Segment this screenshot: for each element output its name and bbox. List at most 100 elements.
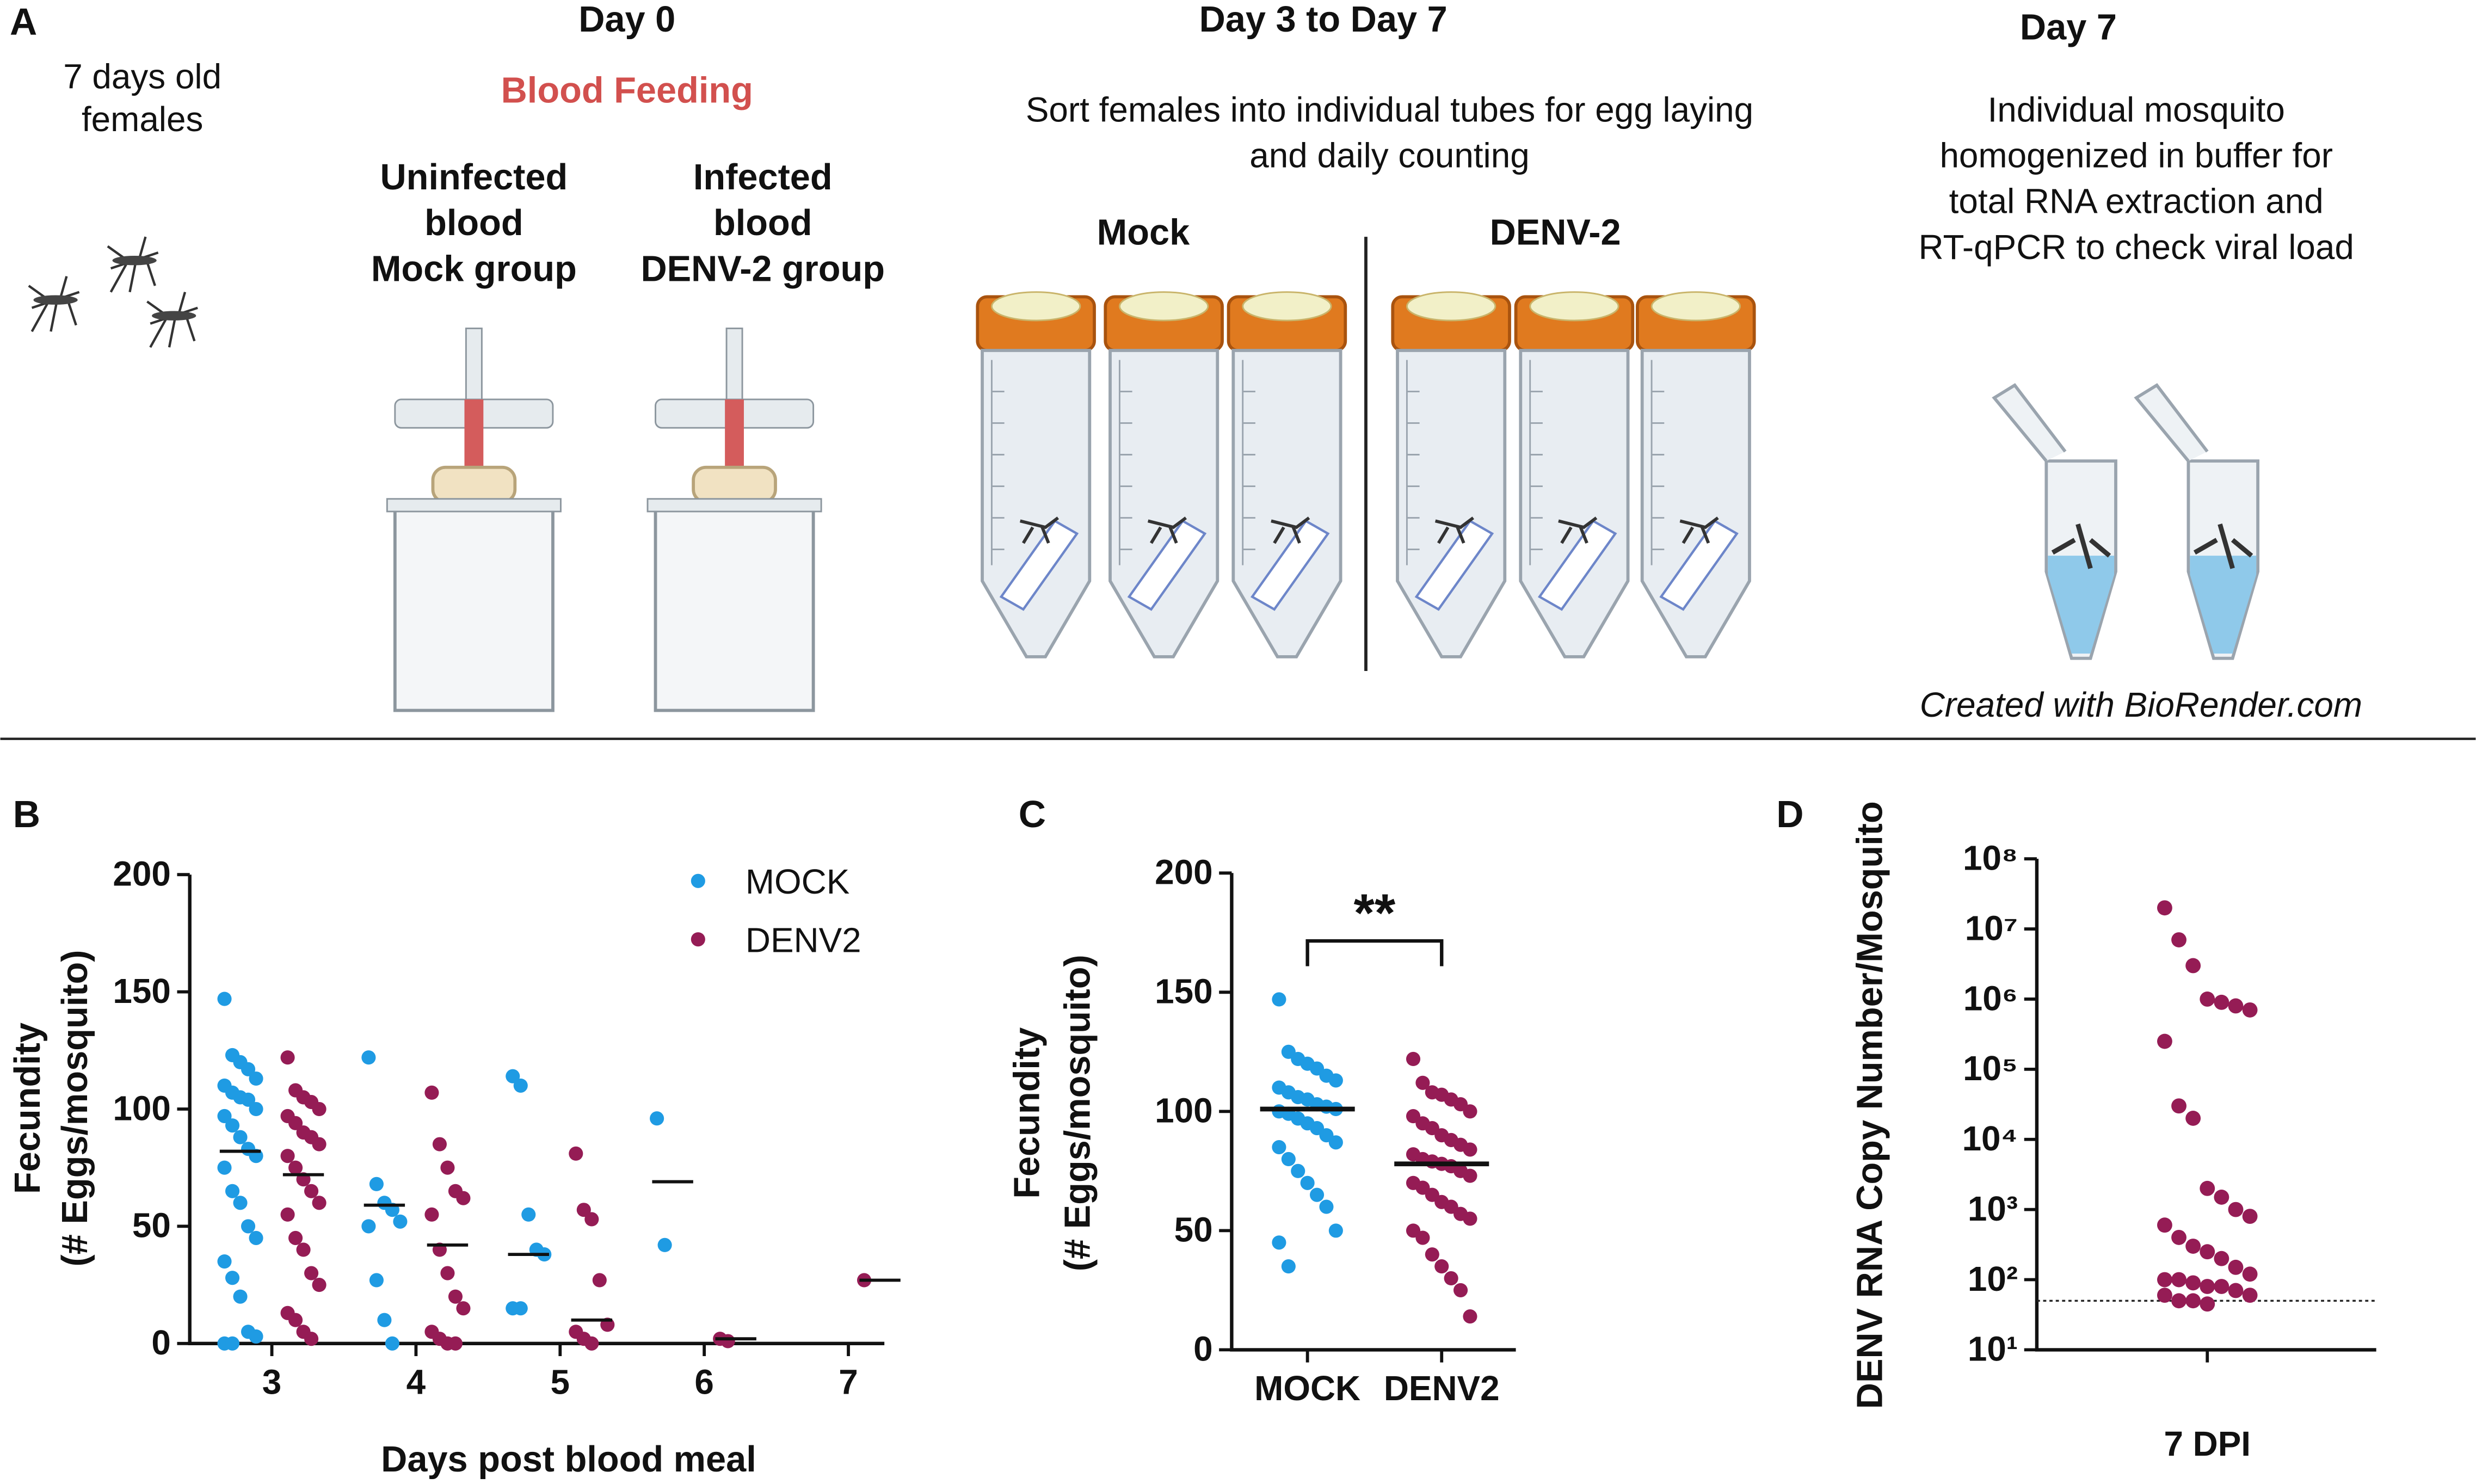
data-point bbox=[304, 1184, 319, 1198]
feeder bbox=[387, 328, 561, 710]
data-point bbox=[249, 1230, 263, 1245]
data-point bbox=[584, 1336, 599, 1351]
data-point bbox=[440, 1266, 455, 1280]
label: Individual mosquito homogenized in buffer… bbox=[1919, 90, 2354, 266]
data-point bbox=[448, 1336, 463, 1351]
data-point bbox=[233, 1289, 248, 1304]
data-point bbox=[2228, 1283, 2244, 1298]
line: females bbox=[82, 100, 203, 139]
data-point bbox=[1328, 1135, 1343, 1150]
data-point bbox=[2171, 1229, 2186, 1245]
data-point bbox=[225, 1184, 240, 1198]
mosquito bbox=[108, 237, 158, 292]
y-tick-label: 10¹ bbox=[1968, 1329, 2018, 1369]
data-point bbox=[1281, 1259, 1296, 1274]
panel-a: A 7 days old females Day 0 Blood Feeding … bbox=[10, 0, 2362, 724]
data-point bbox=[217, 1160, 232, 1175]
data-point bbox=[506, 1069, 520, 1083]
line: 7 days old bbox=[63, 57, 221, 96]
data-point bbox=[1291, 1163, 1305, 1178]
data-point bbox=[1300, 1175, 1315, 1190]
heading: Day 0 bbox=[578, 0, 675, 40]
data-point bbox=[2228, 1202, 2244, 1217]
line: blood bbox=[424, 203, 523, 243]
bracket bbox=[1305, 939, 1444, 966]
x-tick-label: 7 bbox=[839, 1363, 858, 1402]
data-point bbox=[385, 1336, 399, 1351]
y-tick-label: 10⁸ bbox=[1963, 838, 2018, 877]
y-tick-label: 150 bbox=[1155, 972, 1212, 1011]
data-point bbox=[1319, 1199, 1334, 1214]
data-point bbox=[288, 1160, 303, 1175]
label: Uninfected blood Mock group bbox=[371, 157, 577, 289]
data-point bbox=[296, 1242, 311, 1257]
tube bbox=[1637, 292, 1754, 657]
data-point bbox=[312, 1101, 327, 1117]
data-point bbox=[2200, 1244, 2215, 1260]
x-tick-label: DENV2 bbox=[1384, 1369, 1500, 1408]
data-point bbox=[657, 1237, 672, 1252]
y-tick-label: 50 bbox=[132, 1206, 171, 1245]
label: Sort females into individual tubes for e… bbox=[1026, 90, 1753, 175]
data-point bbox=[361, 1050, 376, 1065]
data-point bbox=[1328, 1223, 1343, 1238]
tube bbox=[1994, 385, 2116, 658]
data-point bbox=[1272, 1140, 1286, 1155]
data-point bbox=[2242, 1288, 2258, 1303]
data-point bbox=[2171, 932, 2186, 947]
data-point bbox=[217, 992, 232, 1006]
data-point bbox=[249, 1071, 263, 1086]
y-tick-label: 10² bbox=[1968, 1259, 2018, 1298]
line: Infected bbox=[693, 157, 833, 198]
data-point bbox=[249, 1329, 263, 1344]
data-point bbox=[1463, 1211, 1477, 1226]
x-tick-label: 4 bbox=[406, 1363, 426, 1402]
data-point bbox=[2157, 1217, 2172, 1233]
data-point bbox=[377, 1313, 392, 1327]
data-point bbox=[241, 1062, 256, 1076]
data-point bbox=[361, 1219, 376, 1234]
line: homogenized in buffer for bbox=[1939, 136, 2333, 175]
y-tick-label: 10⁵ bbox=[1963, 1049, 2018, 1088]
data-point bbox=[1415, 1230, 1430, 1245]
panel-label: C bbox=[1019, 793, 1046, 835]
label: 7 days old females bbox=[63, 57, 221, 138]
data-point bbox=[2214, 1190, 2229, 1205]
data-point bbox=[521, 1207, 536, 1222]
data-point bbox=[233, 1196, 248, 1210]
data-point bbox=[1444, 1271, 1458, 1286]
y-axis-label: DENV RNA Copy Number/Mosquito bbox=[1850, 801, 1890, 1409]
x-axis-label: Days post blood meal bbox=[381, 1439, 756, 1480]
data-point bbox=[513, 1078, 528, 1093]
x-tick-label: MOCK bbox=[1254, 1369, 1360, 1408]
x-tick-label: 3 bbox=[262, 1363, 281, 1402]
heading: Day 7 bbox=[2020, 8, 2117, 48]
tube bbox=[1516, 292, 1633, 657]
data-point bbox=[1434, 1259, 1449, 1274]
data-point bbox=[312, 1278, 327, 1292]
line: and daily counting bbox=[1249, 136, 1529, 175]
line: Mock group bbox=[371, 249, 577, 289]
axis bbox=[2035, 859, 2376, 1352]
data-point bbox=[304, 1266, 319, 1280]
y-tick-label: 10³ bbox=[1968, 1189, 2018, 1228]
y-tick-label: 50 bbox=[1174, 1210, 1213, 1249]
data-point bbox=[1272, 992, 1286, 1007]
feeder bbox=[648, 328, 821, 710]
data-point bbox=[424, 1207, 439, 1222]
data-point bbox=[592, 1273, 607, 1288]
data-point bbox=[369, 1273, 384, 1288]
data-point bbox=[2228, 998, 2244, 1014]
data-point bbox=[2214, 1251, 2229, 1266]
panel-label: D bbox=[1776, 793, 1803, 835]
tube bbox=[977, 292, 1094, 657]
data-point bbox=[2171, 1293, 2186, 1309]
data-point bbox=[1309, 1187, 1325, 1202]
data-point bbox=[1463, 1309, 1477, 1324]
data-point bbox=[2214, 1279, 2229, 1294]
y-tick-label: 100 bbox=[113, 1088, 170, 1128]
data-point bbox=[1415, 1075, 1430, 1090]
tube bbox=[2136, 385, 2258, 658]
y-tick-label: 200 bbox=[113, 854, 170, 893]
